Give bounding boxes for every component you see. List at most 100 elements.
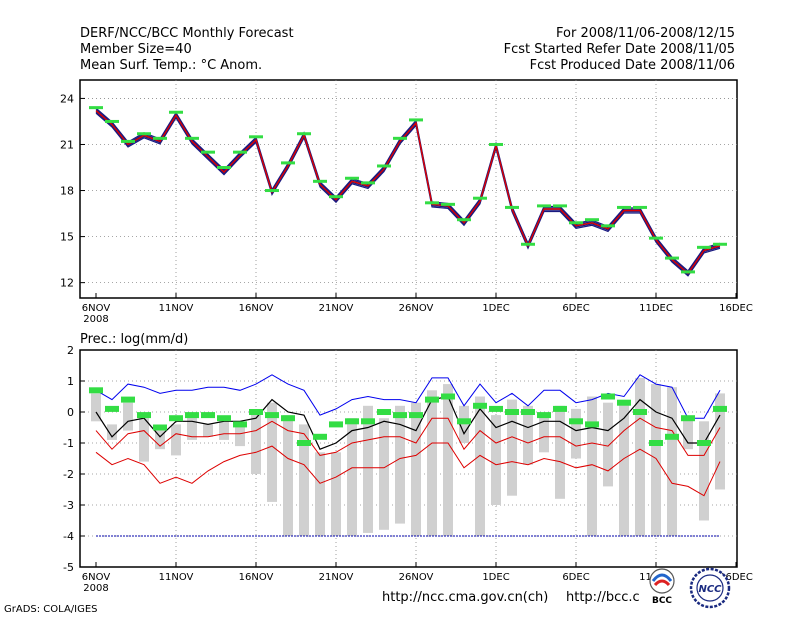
bcc-logo-text: BCC xyxy=(652,596,672,606)
prec-frame xyxy=(79,349,738,568)
prec-obs-mark xyxy=(169,415,183,422)
prec-spread-bar xyxy=(123,402,133,431)
prec-ytick-label: -4 xyxy=(63,530,74,543)
prec-obs-mark xyxy=(361,418,375,425)
prec-spread-bar xyxy=(443,384,453,536)
prec-obs-mark xyxy=(249,409,263,415)
prec-spread-bar xyxy=(315,452,325,536)
temp-xtick-label: 6NOV xyxy=(82,303,111,314)
prec-spread-bar xyxy=(235,424,245,447)
prec-obs-mark xyxy=(537,412,551,419)
prec-obs-mark xyxy=(505,409,519,415)
prec-obs-mark xyxy=(105,405,119,412)
prec-spread-bar xyxy=(603,402,613,487)
prec-spread-bar xyxy=(379,418,389,530)
prec-ytick-label: -2 xyxy=(63,468,74,481)
prec-spread-bar xyxy=(523,405,533,465)
prec-obs-mark xyxy=(713,405,727,412)
prec-xtick-label: 11NOV xyxy=(159,572,194,583)
prec-spread-bar xyxy=(283,415,293,536)
footer-url-bcc[interactable]: http://bcc.c xyxy=(566,590,640,605)
temp-obs-mark xyxy=(265,189,279,193)
temp-obs-mark xyxy=(473,196,487,200)
prec-obs-mark xyxy=(457,418,471,425)
temp-xtick-label: 11DEC xyxy=(639,303,673,314)
prec-spread-bar xyxy=(395,405,405,524)
prec-spread-bar xyxy=(203,424,213,437)
temp-obs-mark xyxy=(457,218,471,222)
prec-spread-bar xyxy=(171,424,181,456)
prec-obs-mark xyxy=(137,412,151,419)
temp-xtick-label: 21NOV xyxy=(319,303,354,314)
prec-xtick-label: 26NOV xyxy=(399,572,434,583)
prec-spread-bar xyxy=(539,415,549,453)
temp-obs-mark xyxy=(281,161,295,165)
temp-obs-mark xyxy=(105,119,119,123)
temp-obs-mark xyxy=(601,224,615,228)
prec-ytick-label: 2 xyxy=(67,344,74,357)
prec-year-label: 2008 xyxy=(83,583,108,594)
prec-spread-bar xyxy=(363,405,373,533)
prec-upper-line xyxy=(95,374,721,419)
temp-obs-mark xyxy=(185,136,199,140)
temp-obs-mark xyxy=(89,106,103,110)
temp-ytick-label: 24 xyxy=(60,92,74,105)
footer-url-ch[interactable]: http://ncc.cma.gov.cn(ch) xyxy=(382,590,549,605)
prec-spread-bar xyxy=(219,421,229,440)
prec-ytick-label: 1 xyxy=(67,375,74,388)
temp-ytick-label: 21 xyxy=(60,138,74,151)
prec-spread-bar xyxy=(555,405,565,499)
temp-obs-mark xyxy=(537,204,551,208)
temp-xtick-label: 6DEC xyxy=(562,303,589,314)
temp-obs-mark xyxy=(217,166,231,170)
precip-panel-title: Prec.: log(mm/d) xyxy=(80,332,189,347)
prec-spread-bar xyxy=(459,405,469,443)
temp-obs-mark xyxy=(649,236,663,240)
temp-obs-mark xyxy=(137,132,151,136)
prec-obs-mark xyxy=(473,402,487,409)
prec-obs-mark xyxy=(201,412,215,419)
bcc-logo-mark: BCC xyxy=(649,568,675,606)
prec-xtick-label: 16DEC xyxy=(719,572,753,583)
prec-spread-bar xyxy=(139,418,149,462)
temp-obs-mark xyxy=(489,142,503,146)
temp-obs-mark xyxy=(393,136,407,140)
temp-obs-mark xyxy=(425,201,439,205)
temp-ytick-label: 15 xyxy=(60,231,74,244)
variable-label: Mean Surf. Temp.: °C Anom. xyxy=(80,58,263,73)
temp-obs-mark xyxy=(441,202,455,206)
temp-frame xyxy=(79,79,738,299)
prec-obs-mark xyxy=(665,433,679,440)
temperature-panel: 6NOV 11NOV 16NOV 21NOV 26NOV 1DEC 6DEC 11DEC 16D… xyxy=(60,79,753,325)
temp-xtick-label: 26NOV xyxy=(399,303,434,314)
prec-obs-mark xyxy=(441,393,455,400)
temp-xtick-label: 16NOV xyxy=(239,303,274,314)
prec-obs-mark xyxy=(521,409,535,415)
prec-spread-bar xyxy=(331,452,341,536)
prec-ytick-label: -1 xyxy=(63,437,74,450)
prec-obs-mark xyxy=(345,418,359,425)
temp-member-line xyxy=(95,112,721,277)
prec-obs-mark xyxy=(601,393,615,400)
prec-obs-mark xyxy=(217,415,231,422)
grads-credit: GrADS: COLA/IGES xyxy=(4,604,98,615)
prec-obs-mark xyxy=(553,405,567,412)
prec-spread-bar xyxy=(619,402,629,536)
prec-obs-mark xyxy=(313,433,327,440)
prec-obs-mark xyxy=(233,421,247,428)
temp-obs-mark xyxy=(521,242,535,246)
prec-obs-mark xyxy=(697,440,711,446)
temp-ytick-label: 18 xyxy=(60,185,74,198)
prec-obs-mark xyxy=(89,387,103,394)
temp-obs-mark xyxy=(617,205,631,209)
prec-obs-mark xyxy=(649,440,663,446)
prec-xtick-label: 6NOV xyxy=(82,572,111,583)
produced-date: Fcst Produced Date 2008/11/06 xyxy=(529,58,735,73)
prec-spread-bar xyxy=(683,418,693,450)
prec-spread-bar xyxy=(427,390,437,536)
prec-obs-mark xyxy=(121,396,135,403)
temp-obs-mark xyxy=(345,176,359,180)
temp-member-line xyxy=(95,109,721,274)
prec-obs-mark xyxy=(265,412,279,419)
prec-spread-bar xyxy=(635,377,645,536)
